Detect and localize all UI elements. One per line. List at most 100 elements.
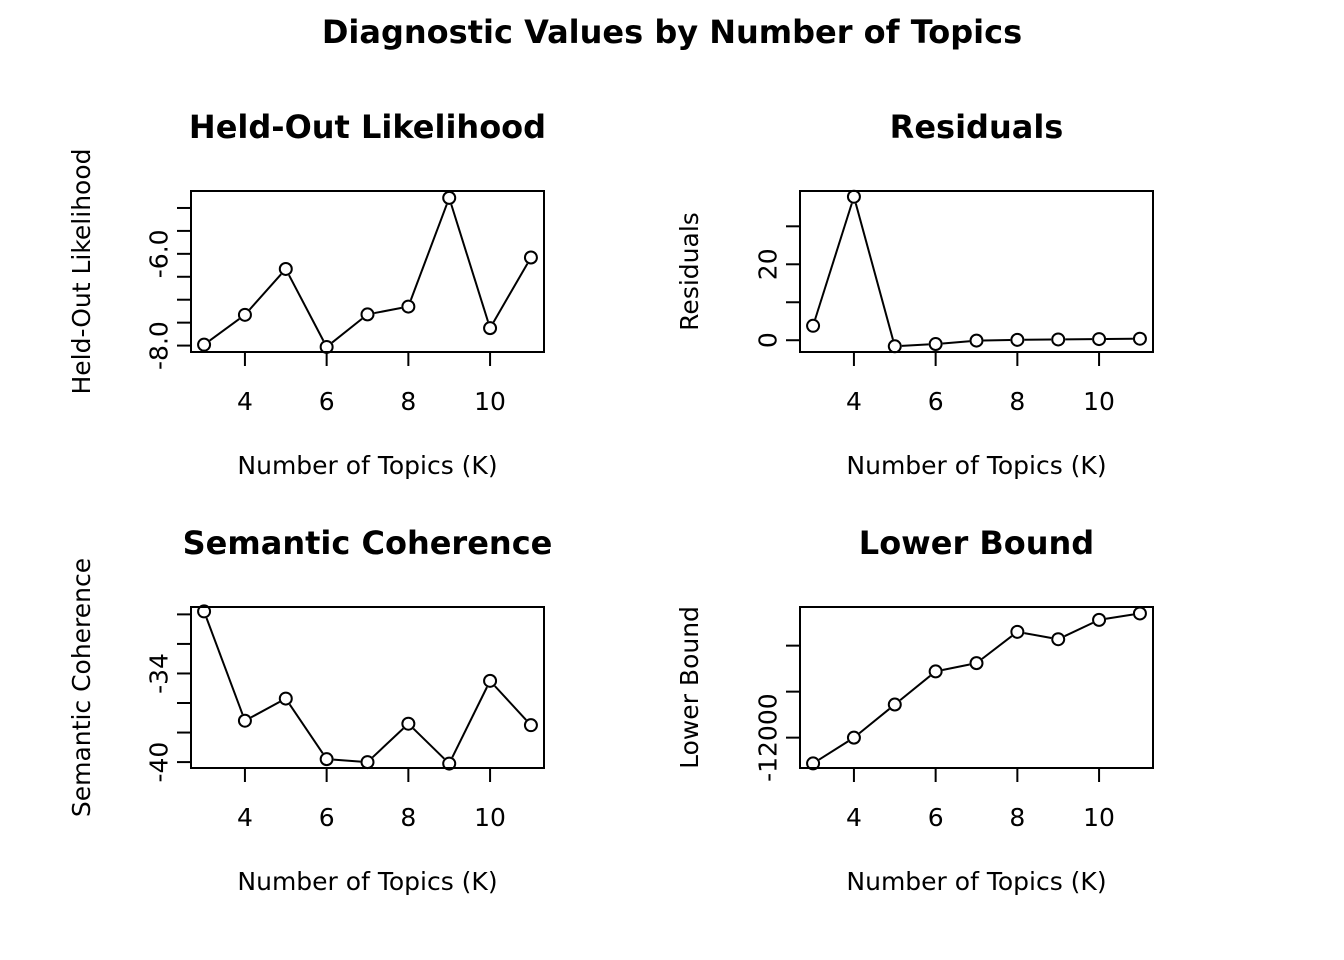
- series-segment: [981, 635, 1013, 660]
- data-point: [1092, 332, 1107, 347]
- series-segment: [942, 663, 970, 671]
- data-point: [1092, 612, 1107, 627]
- data-point: [360, 307, 375, 322]
- data-point: [1051, 632, 1066, 647]
- plot-frame: [190, 190, 545, 353]
- series-segment: [942, 340, 970, 345]
- data-point: [969, 656, 984, 671]
- data-point: [442, 190, 457, 205]
- data-point: [887, 697, 902, 712]
- series-segment: [250, 701, 281, 719]
- series-segment: [333, 758, 361, 763]
- data-point: [401, 299, 416, 314]
- plot-frame: [799, 190, 1154, 353]
- data-point: [846, 189, 861, 204]
- y-axis-label: Held-Out Likelihood: [67, 148, 96, 394]
- series-segment: [248, 273, 282, 311]
- x-tick-label: 8: [400, 803, 416, 832]
- x-tick-label: 4: [846, 387, 862, 416]
- x-tick-label: 8: [1009, 803, 1025, 832]
- series-segment: [412, 727, 445, 760]
- data-point: [806, 318, 821, 333]
- data-point: [806, 756, 821, 771]
- data-point: [969, 333, 984, 348]
- data-point: [319, 752, 334, 767]
- series-residuals: [806, 189, 1147, 354]
- x-tick-label: 6: [928, 803, 944, 832]
- data-point: [197, 337, 212, 352]
- data-point: [928, 337, 943, 352]
- y-tick-label: -34: [145, 653, 174, 694]
- x-tick-label: 6: [319, 803, 335, 832]
- data-point: [237, 713, 252, 728]
- y-tick-label: -6.0: [145, 229, 174, 278]
- y-axis-label: Lower Bound: [675, 606, 704, 769]
- data-point: [360, 755, 375, 770]
- x-tick-label: 10: [474, 387, 506, 416]
- data-point: [197, 604, 212, 619]
- series-segment: [1024, 632, 1052, 639]
- y-tick-label: -12000: [754, 693, 783, 782]
- panel-residuals: Residuals 4 6 8 10 0 20 Number of Topics (K) Res…: [675, 108, 1154, 480]
- data-point: [523, 250, 538, 265]
- y-tick-label: 20: [754, 248, 783, 280]
- data-point: [442, 756, 457, 771]
- x-tick-label: 4: [846, 803, 862, 832]
- data-point: [278, 691, 293, 706]
- y-axis: -12000: [754, 644, 801, 782]
- data-point: [928, 664, 943, 679]
- data-point: [1132, 331, 1147, 346]
- data-point: [483, 673, 498, 688]
- x-tick-label: 8: [400, 387, 416, 416]
- data-point: [319, 339, 334, 354]
- x-axis: 4 6 8 10: [846, 351, 1115, 416]
- series-segment: [450, 204, 489, 322]
- x-tick-label: 10: [474, 803, 506, 832]
- panel-title: Semantic Coherence: [183, 524, 553, 562]
- y-tick-label: -8.0: [145, 321, 174, 370]
- series-segment: [814, 203, 853, 320]
- x-tick-label: 10: [1083, 803, 1115, 832]
- series-segment: [1064, 621, 1094, 638]
- series-semantic-coherence: [197, 604, 538, 771]
- x-axis-label: Number of Topics (K): [846, 451, 1106, 480]
- series-segment: [901, 343, 929, 347]
- data-point: [1010, 624, 1025, 639]
- data-point: [1051, 332, 1066, 347]
- data-point: [237, 307, 252, 322]
- x-tick-label: 6: [319, 387, 335, 416]
- panel-title: Lower Bound: [859, 524, 1094, 562]
- series-segment: [494, 685, 527, 721]
- y-tick-label: -40: [145, 742, 174, 783]
- panel-held-out-likelihood: Held-Out Likelihood 4 6 8 10 -8.0 -6.0 Number o…: [67, 108, 546, 480]
- x-tick-label: 6: [928, 387, 944, 416]
- series-segment: [409, 204, 448, 301]
- x-axis: 4 6 8 10: [237, 767, 506, 832]
- x-tick-label: 4: [237, 387, 253, 416]
- data-point: [278, 261, 293, 276]
- data-point: [846, 730, 861, 745]
- x-tick-label: 4: [237, 803, 253, 832]
- series-segment: [288, 274, 325, 342]
- series-segment: [858, 708, 890, 735]
- data-point: [1010, 332, 1025, 347]
- panel-title: Residuals: [890, 108, 1064, 146]
- series-segment: [288, 703, 324, 754]
- series-segment: [209, 318, 240, 342]
- panel-lower-bound: Lower Bound 4 6 8 10 -12000 Number of Topics (…: [675, 524, 1154, 896]
- x-tick-label: 8: [1009, 387, 1025, 416]
- figure-title: Diagnostic Values by Number of Topics: [322, 13, 1022, 51]
- series-held-out-likelihood: [197, 190, 538, 354]
- x-tick-label: 10: [1083, 387, 1115, 416]
- y-axis-label: Residuals: [675, 212, 704, 331]
- x-axis: 4 6 8 10: [237, 351, 506, 416]
- series-segment: [374, 306, 402, 315]
- series-segment: [854, 203, 894, 340]
- data-point: [887, 339, 902, 354]
- series-segment: [451, 686, 488, 758]
- x-axis-label: Number of Topics (K): [237, 451, 497, 480]
- panel-title: Held-Out Likelihood: [189, 108, 546, 146]
- series-segment: [492, 263, 529, 323]
- y-axis: -40 -34: [145, 613, 192, 783]
